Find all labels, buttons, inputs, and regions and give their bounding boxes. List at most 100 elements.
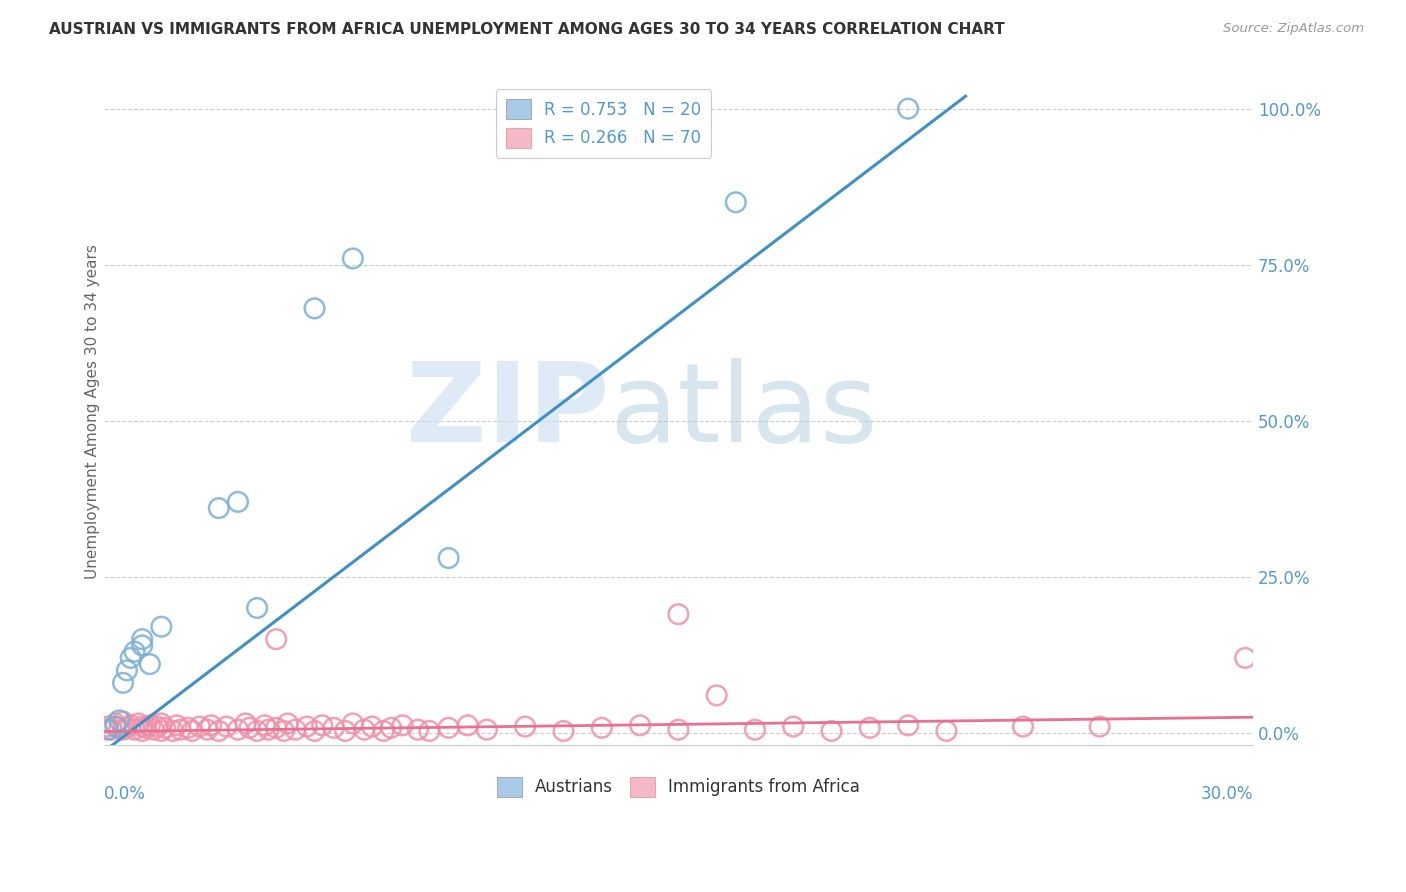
Text: 0.0%: 0.0% xyxy=(104,785,146,804)
Point xyxy=(820,723,842,738)
Point xyxy=(100,723,122,737)
Point xyxy=(304,723,326,738)
Point xyxy=(591,133,613,147)
Point xyxy=(235,716,257,731)
Point xyxy=(284,723,307,737)
Point xyxy=(97,720,120,734)
Point xyxy=(406,723,429,737)
Point xyxy=(146,720,169,734)
Point xyxy=(188,720,211,734)
Text: ZIP: ZIP xyxy=(406,358,609,465)
Point xyxy=(246,601,269,615)
Point xyxy=(150,716,173,731)
Point xyxy=(177,721,200,735)
Point xyxy=(162,723,184,738)
Point xyxy=(226,723,249,737)
Point xyxy=(169,723,191,737)
Point xyxy=(897,718,920,732)
Text: 30.0%: 30.0% xyxy=(1201,785,1253,804)
Point xyxy=(666,723,689,737)
Text: AUSTRIAN VS IMMIGRANTS FROM AFRICA UNEMPLOYMENT AMONG AGES 30 TO 34 YEARS CORREL: AUSTRIAN VS IMMIGRANTS FROM AFRICA UNEMP… xyxy=(49,22,1005,37)
Point xyxy=(724,195,747,210)
Point xyxy=(257,723,280,737)
Y-axis label: Unemployment Among Ages 30 to 34 years: Unemployment Among Ages 30 to 34 years xyxy=(86,244,100,579)
Point xyxy=(342,716,364,731)
Point xyxy=(264,721,287,735)
Point xyxy=(120,718,142,732)
Point xyxy=(264,632,287,647)
Point xyxy=(108,721,131,735)
Point xyxy=(104,716,127,731)
Point xyxy=(115,664,138,678)
Point xyxy=(208,723,231,738)
Point xyxy=(373,723,395,738)
Point xyxy=(166,718,188,732)
Point xyxy=(380,721,402,735)
Point xyxy=(139,718,162,732)
Point xyxy=(437,721,460,735)
Point xyxy=(273,723,295,738)
Point xyxy=(181,723,204,738)
Point xyxy=(744,723,766,737)
Point xyxy=(124,723,146,737)
Point xyxy=(859,721,882,735)
Point xyxy=(277,716,299,731)
Point xyxy=(553,723,575,738)
Point xyxy=(253,718,276,732)
Point xyxy=(108,714,131,728)
Point xyxy=(124,645,146,659)
Point xyxy=(120,651,142,665)
Point xyxy=(628,718,651,732)
Point xyxy=(335,723,357,738)
Point xyxy=(131,639,153,653)
Point xyxy=(342,252,364,266)
Point xyxy=(782,720,804,734)
Point xyxy=(935,723,957,738)
Point xyxy=(246,723,269,738)
Point xyxy=(104,720,127,734)
Point xyxy=(238,721,260,735)
Point xyxy=(208,501,231,516)
Point xyxy=(131,632,153,647)
Legend: Austrians, Immigrants from Africa: Austrians, Immigrants from Africa xyxy=(491,770,866,804)
Point xyxy=(1012,720,1035,734)
Point xyxy=(897,102,920,116)
Point xyxy=(215,720,238,734)
Point xyxy=(226,495,249,509)
Point xyxy=(706,689,728,703)
Point xyxy=(112,723,135,737)
Point xyxy=(322,721,344,735)
Point xyxy=(150,723,173,738)
Point xyxy=(515,720,537,734)
Point xyxy=(475,723,498,737)
Point xyxy=(1088,720,1111,734)
Point xyxy=(97,723,120,737)
Point xyxy=(418,723,440,738)
Point xyxy=(391,718,413,732)
Point xyxy=(131,720,153,734)
Point xyxy=(457,718,479,732)
Point xyxy=(139,657,162,672)
Text: atlas: atlas xyxy=(609,358,877,465)
Point xyxy=(135,721,157,735)
Point xyxy=(150,620,173,634)
Point xyxy=(311,718,333,732)
Point xyxy=(112,676,135,690)
Point xyxy=(437,551,460,566)
Point xyxy=(361,720,384,734)
Point xyxy=(115,721,138,735)
Point xyxy=(112,714,135,729)
Point xyxy=(591,721,613,735)
Point xyxy=(142,723,165,737)
Point xyxy=(131,723,153,738)
Point xyxy=(127,716,149,731)
Point xyxy=(353,723,375,737)
Point xyxy=(295,720,318,734)
Point xyxy=(304,301,326,316)
Point xyxy=(1234,651,1257,665)
Point xyxy=(195,723,218,737)
Point xyxy=(200,718,222,732)
Point xyxy=(666,607,689,622)
Point xyxy=(153,721,176,735)
Text: Source: ZipAtlas.com: Source: ZipAtlas.com xyxy=(1223,22,1364,36)
